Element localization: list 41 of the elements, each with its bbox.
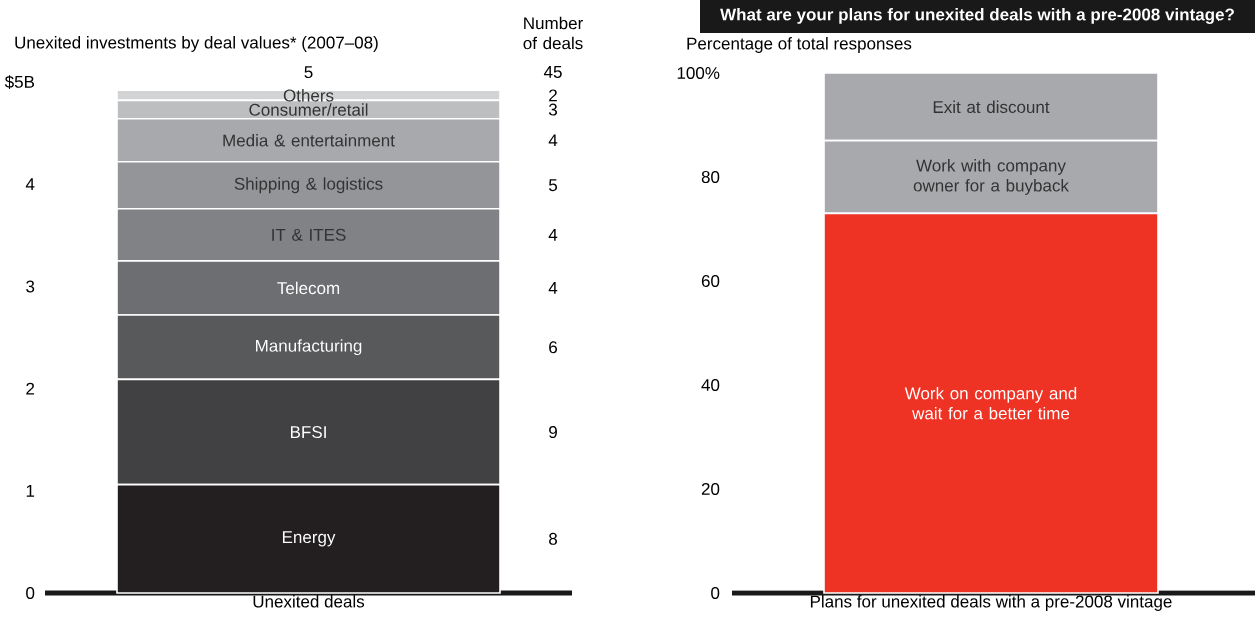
series-label: Energy (282, 531, 336, 547)
series-label: Shipping & logistics (234, 177, 383, 194)
text: 2 (549, 89, 557, 102)
x-tick-label: Plans for unexited deals with a pre-2008 vintage (810, 595, 1172, 611)
y-tick-label: 3 (26, 280, 35, 293)
y-tick-label: 4 (25, 178, 35, 191)
y-tick-label: 20 (701, 483, 720, 496)
text: Number of deals (523, 16, 583, 50)
series-label: Manufacturing (256, 339, 362, 356)
text: 4 (548, 282, 558, 294)
text: 9 (549, 426, 557, 439)
series-label: IT & ITES (272, 228, 346, 241)
text: 4 (548, 134, 558, 147)
text: 5 (548, 179, 558, 192)
y-tick-label: 100% (677, 67, 720, 80)
series-label: Others (283, 89, 334, 102)
y-tick-label: $5B (4, 75, 35, 89)
text: 45 (543, 66, 562, 78)
text: 8 (549, 532, 558, 545)
series-label: Exit at discount (933, 100, 1050, 114)
x-tick-label: Unexited deals (253, 595, 365, 608)
series-label: Media & entertainment (223, 134, 395, 147)
chart-title: Unexited investments by deal values* (2007–08) (15, 36, 378, 52)
y-tick-label: 80 (701, 171, 720, 184)
chart-title: What are your plans for unexited deals with a pre-2008 vintage? (720, 8, 1234, 24)
y-tick-label: 0 (711, 587, 720, 600)
total-label: 5 (304, 66, 313, 79)
text: 3 (548, 103, 558, 116)
series-label: Telecom (277, 281, 340, 295)
series-label: Work on company and wait for a better time (904, 386, 1077, 420)
series-label: Work with company owner for a buyback (913, 159, 1069, 195)
series-label: Consumer/retail (249, 103, 368, 116)
y-tick-label: 1 (26, 484, 35, 497)
text: 6 (549, 341, 558, 354)
y-tick-label: 40 (701, 379, 720, 392)
y-axis-title: Percentage of total responses (687, 37, 912, 53)
series-label: BFSI (291, 426, 326, 439)
y-tick-label: 2 (26, 382, 35, 395)
y-tick-label: 0 (26, 587, 35, 600)
text: 4 (548, 228, 558, 241)
y-tick-label: 60 (701, 275, 720, 288)
